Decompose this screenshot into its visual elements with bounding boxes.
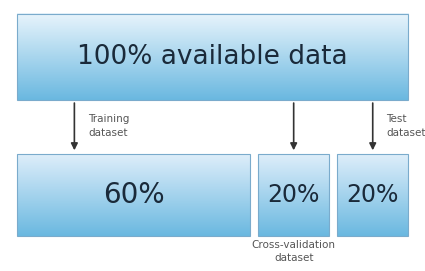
Bar [17, 14, 408, 100]
Text: Cross-validation
dataset: Cross-validation dataset [252, 240, 336, 263]
Text: 60%: 60% [102, 181, 164, 209]
Text: 100% available data: 100% available data [77, 44, 348, 70]
Text: 20%: 20% [267, 183, 320, 207]
Bar [17, 154, 250, 236]
Text: Test
dataset: Test dataset [386, 114, 425, 138]
Bar [337, 154, 408, 236]
Text: 20%: 20% [346, 183, 399, 207]
Text: Training
dataset: Training dataset [88, 114, 129, 138]
Bar [258, 154, 329, 236]
